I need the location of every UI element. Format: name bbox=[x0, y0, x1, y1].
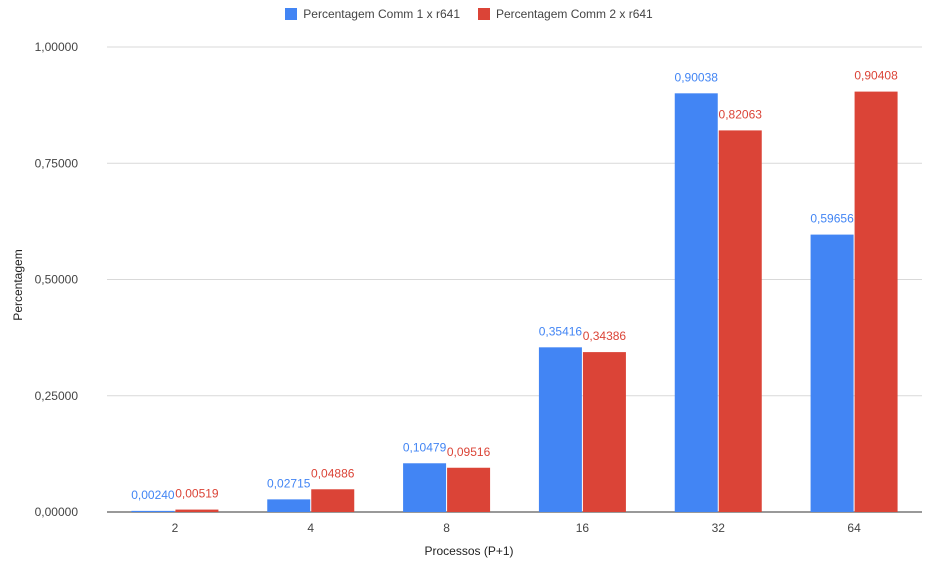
legend-item-series-1[interactable]: Percentagem Comm 1 x r641 bbox=[285, 7, 460, 21]
data-label-series-1: 0,02715 bbox=[267, 476, 311, 490]
legend-item-series-2[interactable]: Percentagem Comm 2 x r641 bbox=[478, 7, 653, 21]
bar-series-1[interactable] bbox=[403, 463, 447, 512]
legend-label-series-1: Percentagem Comm 1 x r641 bbox=[303, 7, 460, 21]
bar-series-1[interactable] bbox=[674, 93, 718, 512]
bar-series-2[interactable] bbox=[447, 467, 491, 512]
x-axis-title: Processos (P+1) bbox=[424, 544, 514, 558]
data-label-series-1: 0,00240 bbox=[131, 488, 175, 502]
data-label-series-2: 0,34386 bbox=[583, 329, 627, 343]
y-tick-label: 0,50000 bbox=[35, 273, 79, 287]
bar-series-1[interactable] bbox=[810, 234, 854, 512]
legend-label-series-2: Percentagem Comm 2 x r641 bbox=[496, 7, 653, 21]
data-label-series-2: 0,04886 bbox=[311, 466, 355, 480]
x-tick-label: 4 bbox=[307, 521, 314, 535]
bar-series-2[interactable] bbox=[175, 509, 219, 512]
y-tick-label: 0,25000 bbox=[35, 389, 79, 403]
data-label-series-1: 0,90038 bbox=[675, 70, 719, 84]
data-label-series-1: 0,35416 bbox=[539, 324, 583, 338]
x-tick-label: 2 bbox=[172, 521, 179, 535]
bar-series-2[interactable] bbox=[718, 130, 762, 512]
x-tick-label: 32 bbox=[712, 521, 726, 535]
data-label-series-2: 0,82063 bbox=[719, 107, 763, 121]
data-label-series-2: 0,00519 bbox=[175, 487, 219, 501]
bar-series-1[interactable] bbox=[131, 510, 175, 512]
bar-series-1[interactable] bbox=[538, 347, 582, 512]
legend-swatch-series-2 bbox=[478, 8, 490, 20]
y-tick-label: 0,75000 bbox=[35, 156, 79, 170]
x-tick-label: 8 bbox=[443, 521, 450, 535]
bar-series-1[interactable] bbox=[267, 499, 311, 512]
y-axis-title: Percentagem bbox=[11, 249, 25, 321]
legend: Percentagem Comm 1 x r641 Percentagem Co… bbox=[0, 7, 938, 21]
bar-series-2[interactable] bbox=[582, 352, 626, 512]
y-tick-label: 1,00000 bbox=[35, 40, 79, 54]
y-tick-label: 0,00000 bbox=[35, 505, 79, 519]
bar-series-2[interactable] bbox=[311, 489, 355, 512]
data-label-series-1: 0,59656 bbox=[810, 212, 854, 226]
data-label-series-1: 0,10479 bbox=[403, 440, 447, 454]
x-tick-label: 64 bbox=[847, 521, 861, 535]
legend-swatch-series-1 bbox=[285, 8, 298, 20]
data-label-series-2: 0,09516 bbox=[447, 445, 491, 459]
bar-series-2[interactable] bbox=[854, 91, 898, 513]
data-label-series-2: 0,90408 bbox=[854, 69, 898, 83]
x-tick-label: 16 bbox=[576, 521, 590, 535]
